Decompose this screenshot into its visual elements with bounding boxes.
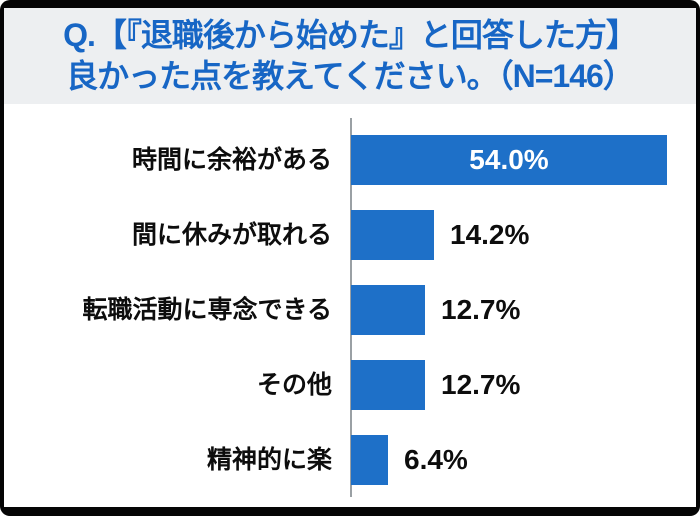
category-label: その他	[256, 371, 332, 399]
bar-row: 精神的に楽 6.4%	[4, 435, 696, 485]
bar-chart: 時間に余裕がある 54.0% 間に休みが取れる 14.2% 転職活動に専念できる…	[4, 104, 696, 507]
category-label: 時間に余裕がある	[131, 146, 332, 174]
value-label: 12.7%	[441, 294, 521, 325]
value-label: 14.2%	[450, 219, 530, 250]
card-content: Q.【『退職後から始めた』と回答した方】 良かった点を教えてください。（N=14…	[4, 8, 696, 507]
bar-row: 時間に余裕がある 54.0%	[4, 135, 696, 185]
bar-row: 間に休みが取れる 14.2%	[4, 210, 696, 260]
category-label: 間に休みが取れる	[131, 221, 332, 249]
bar	[351, 285, 425, 335]
question-line-1: Q.【『退職後から始めた』と回答した方】	[63, 17, 638, 53]
bar	[351, 210, 434, 260]
bar-row: 転職活動に専念できる 12.7%	[4, 285, 696, 335]
category-label: 精神的に楽	[206, 446, 332, 474]
value-label: 12.7%	[441, 369, 521, 400]
category-label: 転職活動に専念できる	[82, 296, 332, 324]
bar: 54.0%	[351, 135, 667, 185]
bar	[351, 435, 388, 485]
question-line-2: 良かった点を教えてください。（N=146）	[66, 58, 635, 94]
question-header: Q.【『退職後から始めた』と回答した方】 良かった点を教えてください。（N=14…	[4, 8, 696, 104]
value-label: 6.4%	[404, 444, 468, 475]
bar	[351, 360, 425, 410]
bar-row: その他 12.7%	[4, 360, 696, 410]
value-label: 54.0%	[469, 144, 549, 175]
